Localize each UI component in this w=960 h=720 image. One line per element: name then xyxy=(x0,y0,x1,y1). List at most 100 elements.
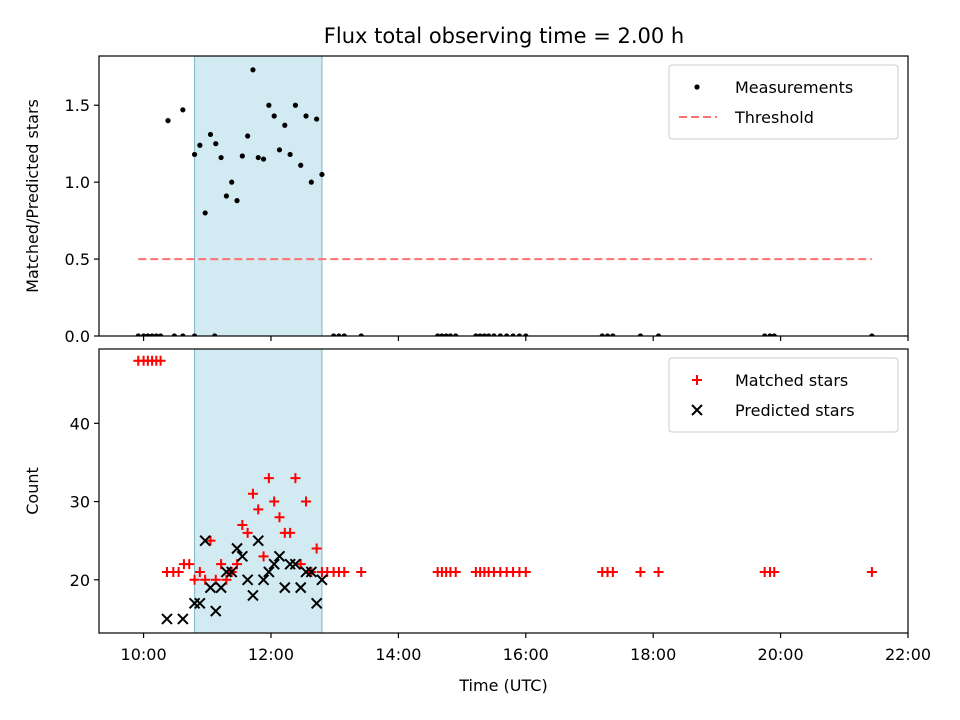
x-tick-label: 22:00 xyxy=(885,645,931,664)
y-axis-label: Matched/Predicted stars xyxy=(23,99,42,293)
measurement-point xyxy=(191,151,198,158)
matched-stars-point xyxy=(866,566,877,577)
predicted-stars-point xyxy=(210,605,222,617)
predicted-stars-point xyxy=(226,566,238,578)
measurement-point xyxy=(191,333,198,336)
legend-marker xyxy=(691,404,703,416)
y-axis: 20 30 40 xyxy=(70,414,99,590)
measurement-point xyxy=(213,141,219,147)
measurement-point xyxy=(523,333,529,336)
legend-marker xyxy=(692,375,702,385)
matched-stars-point xyxy=(285,527,296,538)
matched-stars-point xyxy=(247,488,258,499)
matched-stars-point xyxy=(155,355,166,366)
x-axis: 10:00 12:00 14:00 16:00 18:00 20:00 22:00 xyxy=(121,633,931,664)
measurement-point xyxy=(212,333,218,336)
measurement-point xyxy=(271,113,277,119)
measurement-point xyxy=(767,333,773,336)
predicted-stars-point xyxy=(215,581,227,594)
matched-stars-point xyxy=(258,551,269,562)
matched-stars-point xyxy=(635,566,646,577)
matched-stars-point xyxy=(607,566,618,577)
measurement-point xyxy=(453,333,459,336)
measurement-point xyxy=(443,333,449,336)
x-tick-label: 10:00 xyxy=(121,645,167,664)
x-tick-label: 20:00 xyxy=(758,645,804,664)
measurement-point xyxy=(771,333,777,336)
measurement-point xyxy=(341,333,347,336)
legend-label: Measurements xyxy=(735,78,853,97)
predicted-stars-point xyxy=(241,574,254,586)
measurement-point xyxy=(234,198,240,204)
measurement-point xyxy=(180,107,186,113)
measurement-point xyxy=(516,333,523,336)
measurement-point xyxy=(331,333,337,336)
series-predicted-stars xyxy=(161,534,328,625)
predicted-stars-point xyxy=(236,550,249,563)
y-tick-label: 1.0 xyxy=(65,173,90,192)
matched-stars-point xyxy=(769,566,780,577)
predicted-stars-point xyxy=(204,581,217,594)
measurement-point xyxy=(504,333,510,336)
measurement-point xyxy=(180,333,186,336)
x-axis-label: Time (UTC) xyxy=(458,676,547,695)
x-tick-label: 18:00 xyxy=(630,645,676,664)
predicted-stars-point xyxy=(194,597,206,609)
y-tick-label: 40 xyxy=(70,414,90,433)
matched-stars-point xyxy=(311,543,322,554)
matched-stars-point xyxy=(253,504,264,515)
measurement-point xyxy=(655,333,662,336)
measurement-point xyxy=(197,142,203,148)
predicted-stars-point xyxy=(268,558,280,570)
measurement-point xyxy=(358,333,364,336)
measurement-point xyxy=(276,147,283,153)
measurement-point xyxy=(497,333,503,336)
measurement-point xyxy=(239,153,245,159)
measurement-point xyxy=(229,179,235,185)
measurement-point xyxy=(287,151,293,158)
predicted-stars-point xyxy=(252,534,264,547)
measurement-point xyxy=(604,333,611,336)
measurement-point xyxy=(610,333,616,336)
y-tick-label: 20 xyxy=(70,571,90,590)
measurement-point xyxy=(250,67,256,73)
legend-label: Threshold xyxy=(734,108,814,127)
measurement-point xyxy=(207,131,214,138)
predicted-stars-point xyxy=(199,534,211,547)
measurement-point xyxy=(762,333,768,336)
measurement-point xyxy=(282,122,288,128)
predicted-stars-point xyxy=(310,597,323,609)
matched-stars-point xyxy=(339,566,350,577)
measurement-point xyxy=(165,118,171,124)
chart-title: Flux total observing time = 2.00 h xyxy=(324,24,684,48)
measurement-point xyxy=(637,333,644,336)
y-axis-label: Count xyxy=(23,467,42,515)
predicted-stars-point xyxy=(279,581,291,594)
observing-window-shade xyxy=(194,348,323,634)
measurement-point xyxy=(308,179,314,185)
measurement-point xyxy=(292,102,299,108)
legend: Matched stars Predicted stars xyxy=(668,357,899,433)
matched-stars-point xyxy=(450,566,461,577)
x-axis xyxy=(142,336,909,341)
matched-stars-point xyxy=(520,566,531,577)
predicted-stars-point xyxy=(231,542,243,555)
legend-label: Predicted stars xyxy=(735,401,855,420)
y-tick-label: 1.5 xyxy=(65,96,90,115)
measurement-point xyxy=(319,171,325,178)
matched-stars-point xyxy=(189,574,200,585)
measurement-point xyxy=(245,133,251,139)
measurement-point xyxy=(223,193,230,199)
measurement-point xyxy=(491,333,497,336)
measurement-point xyxy=(303,113,309,119)
measurement-point xyxy=(439,333,445,336)
legend-marker xyxy=(694,84,700,90)
measurement-point xyxy=(266,102,272,108)
measurement-point xyxy=(314,116,320,122)
axes-frame xyxy=(98,348,909,634)
predicted-stars-point xyxy=(263,566,275,578)
matched-stars-point xyxy=(356,566,367,577)
x-tick-label: 14:00 xyxy=(375,645,421,664)
x-tick-label: 16:00 xyxy=(503,645,549,664)
